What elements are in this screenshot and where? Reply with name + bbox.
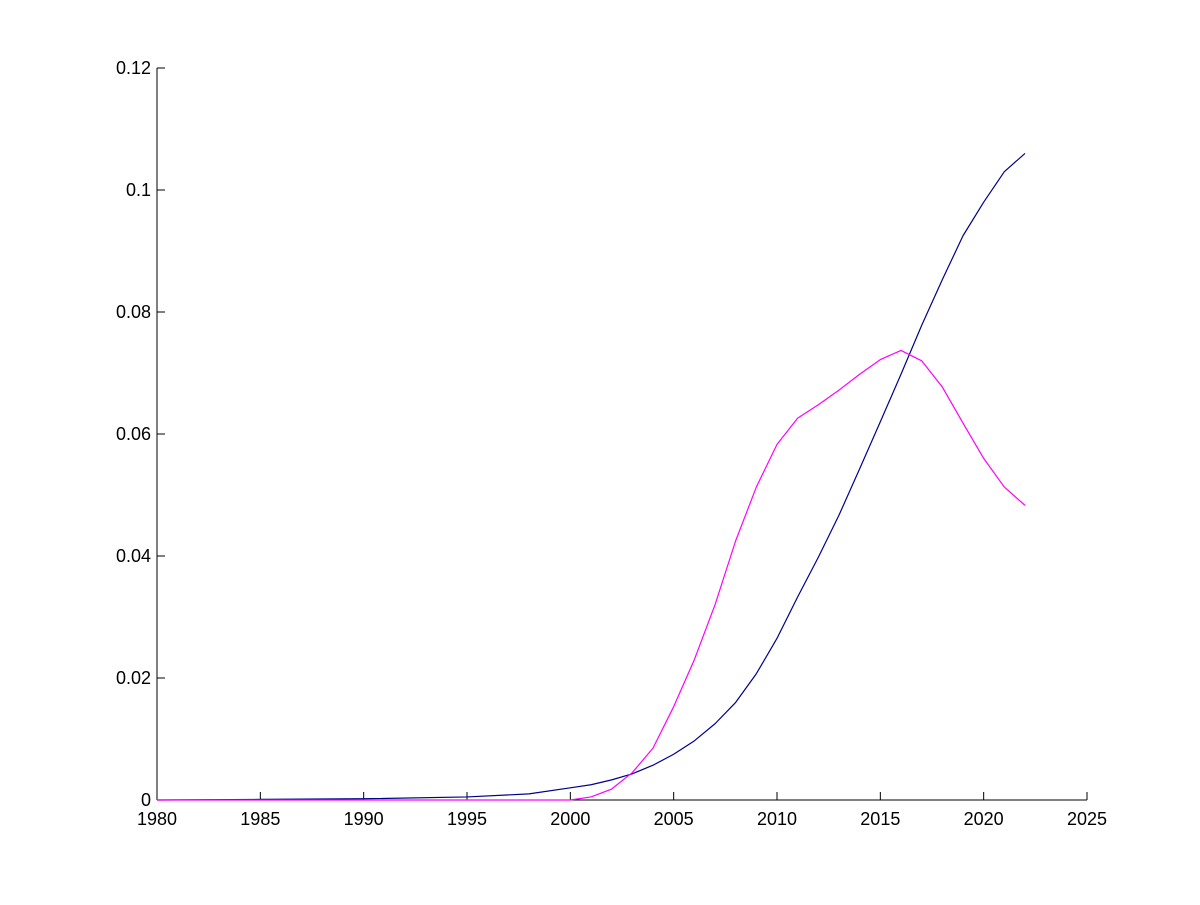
y-tick-label: 0.02 — [116, 668, 151, 688]
y-tick-label: 0.12 — [116, 58, 151, 78]
x-tick-label: 2005 — [654, 809, 694, 829]
axes: 1980 1985 1990 1995 2000 2005 2010 2015 2020 2025… — [116, 58, 1107, 829]
x-tick-label: 2000 — [550, 809, 590, 829]
y-tick-label: 0.08 — [116, 302, 151, 322]
series-line-2 — [157, 349, 1026, 801]
x-tick-label: 2010 — [757, 809, 797, 829]
x-tick-label: 1980 — [137, 809, 177, 829]
y-tick-label: 0.1 — [126, 180, 151, 200]
x-tick-label: 2025 — [1067, 809, 1107, 829]
y-tick-label: 0.06 — [116, 424, 151, 444]
x-tick-label: 2015 — [860, 809, 900, 829]
x-tick-label: 2020 — [964, 809, 1004, 829]
series-lines — [156, 152, 1026, 801]
x-tick-label: 1995 — [447, 809, 487, 829]
y-tick-label: 0 — [141, 790, 151, 810]
x-tick-label: 1985 — [240, 809, 280, 829]
series-line-1 — [156, 152, 1026, 801]
y-tick-label: 0.04 — [116, 546, 151, 566]
x-tick-label: 1990 — [344, 809, 384, 829]
